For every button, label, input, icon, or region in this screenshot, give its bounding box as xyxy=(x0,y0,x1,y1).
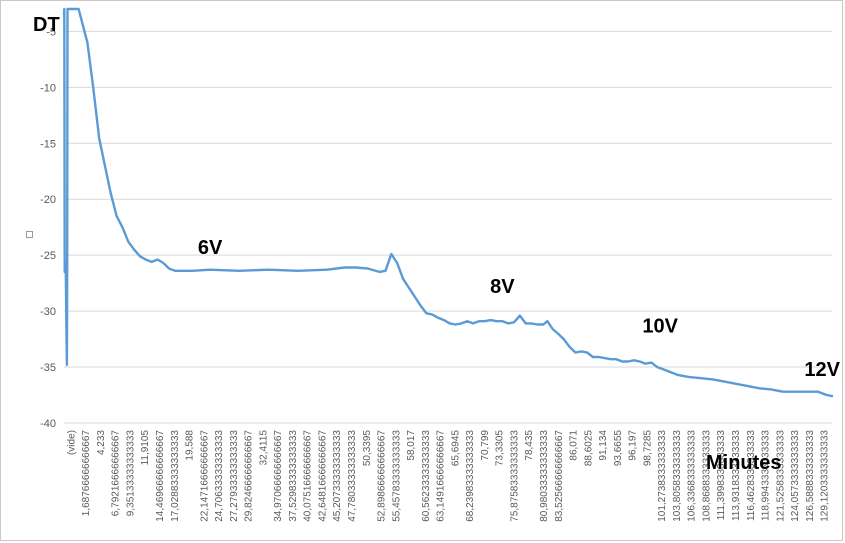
x-tick-label: 63,14916666666667 xyxy=(436,430,447,522)
y-tick-label: -20 xyxy=(40,194,56,206)
x-tick-label: 60,56233333333333 xyxy=(421,430,432,522)
y-tick-label: -15 xyxy=(40,138,56,150)
annotations: 6V 8V 10V 12V xyxy=(198,237,841,381)
x-tick-label: 17,02883333333333 xyxy=(170,430,181,522)
x-tick-label: 83,52566666666667 xyxy=(554,430,565,522)
x-tick-label: 91,134 xyxy=(598,430,609,461)
x-tick-label: 45,20733333333333 xyxy=(332,430,343,522)
x-tick-label: 14,46966666666667 xyxy=(155,430,166,522)
x-tick-label: 52,89866666666667 xyxy=(377,430,388,522)
x-tick-label: 121,5258333333333 xyxy=(775,430,786,522)
voltage-annotation: 8V xyxy=(490,276,515,298)
x-tick-label: 19,588 xyxy=(185,430,196,461)
x-tick-label: 11,9105 xyxy=(140,430,151,466)
x-tick-label: 32,4115 xyxy=(258,430,269,466)
x-tick-label: 88,6025 xyxy=(583,430,594,467)
x-tick-label: 9,35133333333333 xyxy=(125,430,136,517)
voltage-annotation: 12V xyxy=(804,359,840,381)
y-tick-label: -10 xyxy=(40,82,56,94)
x-tick-label: 80,98033333333333 xyxy=(539,430,550,522)
x-tick-label: 4,233 xyxy=(96,430,107,455)
plot-area-resize-handle[interactable] xyxy=(26,231,33,238)
x-tick-label: 42,64816666666667 xyxy=(317,430,328,522)
x-tick-label: 55,45783333333333 xyxy=(391,430,402,522)
series xyxy=(62,7,834,398)
y-tick-label: -35 xyxy=(40,362,56,374)
x-tick-label: 68,23983333333333 xyxy=(465,430,476,522)
voltage-annotation: 6V xyxy=(198,237,223,259)
x-tick-label: 22,14716666666667 xyxy=(199,430,210,522)
x-tick-label: 50,3395 xyxy=(362,430,373,467)
x-tick-label: 116,4628333333333 xyxy=(746,430,757,521)
x-tick-label: 75,87583333333333 xyxy=(509,430,520,522)
gridlines xyxy=(64,30,832,424)
x-axis: (vide) 1,68766666666667 4,233 6,79216666666… xyxy=(66,430,830,522)
x-tick-label: 58,017 xyxy=(406,430,417,461)
x-tick-label: 1,68766666666667 xyxy=(81,430,92,517)
x-tick-label: 24,70633333333333 xyxy=(214,430,225,522)
voltage-annotation: 10V xyxy=(642,315,678,337)
x-tick-label: 108,8688333333333 xyxy=(701,430,712,522)
x-tick-label: 65,6945 xyxy=(450,430,461,467)
y-tick-label: -40 xyxy=(40,418,56,430)
x-tick-label: 27,27933333333333 xyxy=(229,430,240,522)
x-tick-label: (vide) xyxy=(66,430,77,455)
x-tick-label: 34,97066666666667 xyxy=(273,430,284,522)
x-tick-label: 37,52983333333333 xyxy=(288,430,299,522)
x-tick-label: 29,82466666666667 xyxy=(244,430,255,522)
y-tick-label: -5 xyxy=(46,26,56,38)
x-tick-label: 78,435 xyxy=(524,430,535,461)
series-line xyxy=(62,7,834,398)
x-tick-label: 86,071 xyxy=(569,430,580,461)
x-tick-label: 126,5888333333333 xyxy=(805,430,816,522)
x-tick-label: 103,8058333333333 xyxy=(672,430,683,522)
x-tick-label: 106,3368333333333 xyxy=(687,430,698,522)
x-tick-label: 73,3305 xyxy=(495,430,506,467)
x-tick-label: 113,9318333333333 xyxy=(731,430,742,521)
x-tick-label: 124,0573333333333 xyxy=(790,430,801,522)
x-tick-label: 129,1203333333333 xyxy=(820,430,831,522)
y-tick-label: -25 xyxy=(40,250,56,262)
x-tick-label: 111,3998333333333 xyxy=(716,430,727,521)
x-tick-label: 47,78033333333333 xyxy=(347,430,358,522)
x-tick-label: 98,7285 xyxy=(642,430,653,467)
x-tick-label: 101,2738333333333 xyxy=(657,430,668,522)
x-tick-label: 6,79216666666667 xyxy=(111,430,122,517)
x-tick-label: 96,197 xyxy=(628,430,639,461)
x-axis-title: Minutes xyxy=(706,452,782,474)
y-tick-label: -30 xyxy=(40,306,56,318)
x-tick-label: 70,799 xyxy=(480,430,491,461)
x-tick-label: 40,07516666666667 xyxy=(303,430,314,522)
y-axis-title: DT xyxy=(33,14,60,36)
x-tick-label: 93,6655 xyxy=(613,430,624,467)
x-tick-label: 118,9943333333333 xyxy=(761,430,772,521)
y-axis: -5 -10 -15 -20 -25 -30 -35 -40 xyxy=(40,26,56,430)
